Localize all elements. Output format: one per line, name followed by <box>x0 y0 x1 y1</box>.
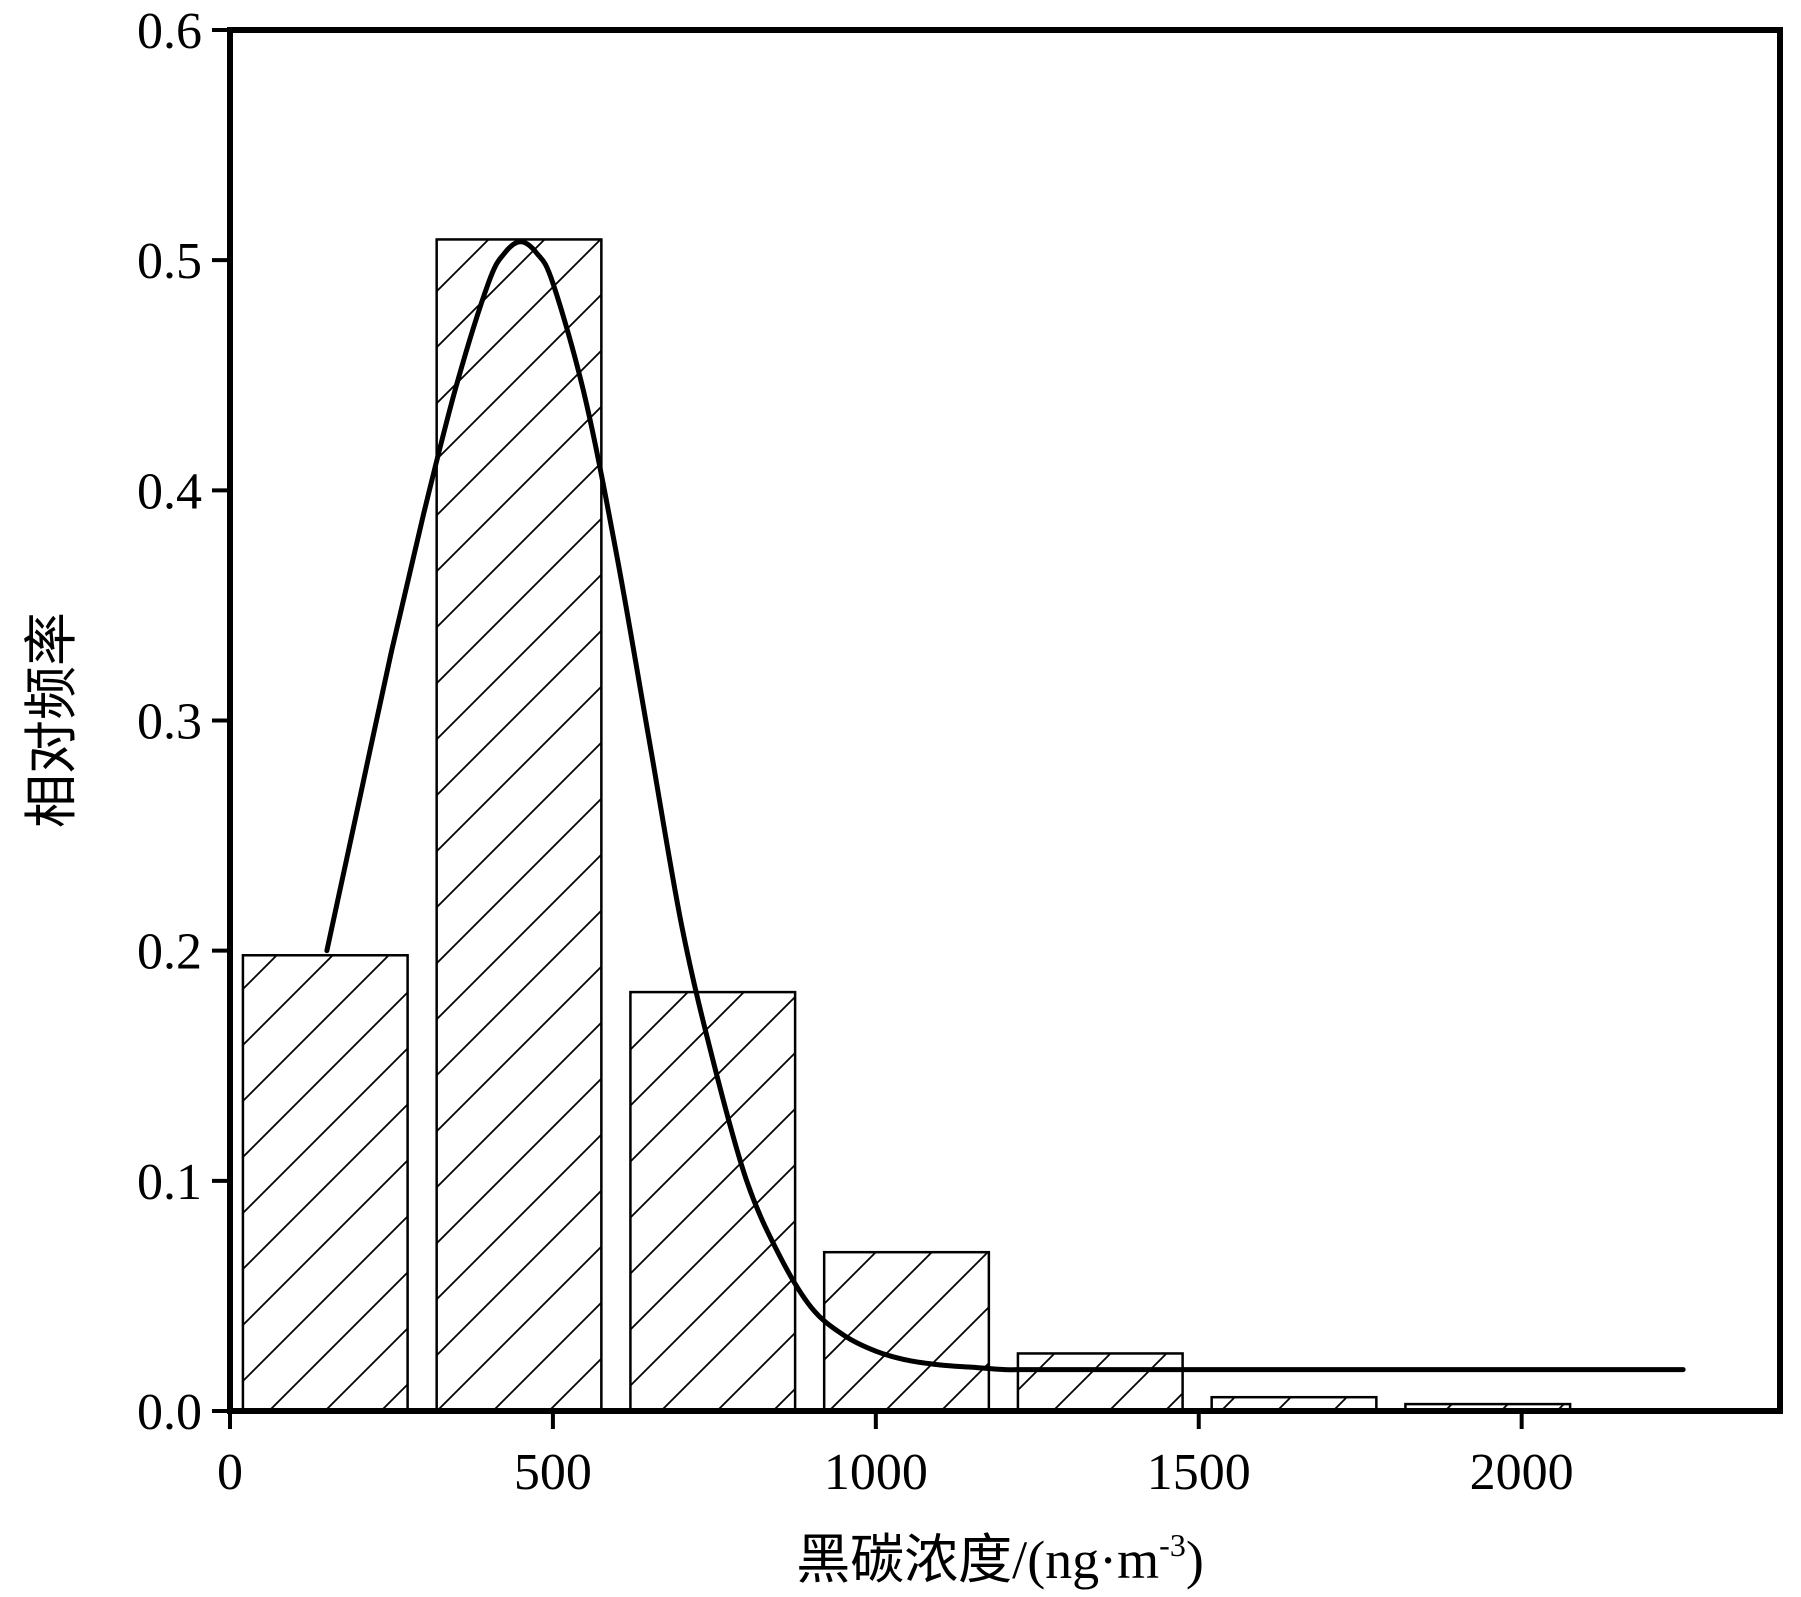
histogram-bar <box>1016 1352 1184 1413</box>
x-tick-label: 500 <box>514 1444 592 1501</box>
fit-curve-layer <box>324 239 1686 1373</box>
x-axis-title-main: 黑碳浓度/(ng·m <box>796 1530 1159 1590</box>
fit-curve <box>324 239 1686 1373</box>
histogram-bar <box>241 954 409 1413</box>
ticks-layer: 0.0 0.1 0.2 0.3 0.4 0.5 0.6 0 500 1000 1500 2000 <box>137 3 1574 1501</box>
histogram-bar <box>435 238 603 1413</box>
y-axis-title: 相对频率 <box>22 612 82 828</box>
histogram-bar <box>822 1250 991 1413</box>
y-tick-label: 0.6 <box>137 3 202 60</box>
x-axis-title-close: ) <box>1186 1530 1204 1590</box>
x-tick-label: 1000 <box>824 1444 928 1501</box>
bars-layer <box>241 238 1572 1413</box>
y-tick-label: 0.3 <box>137 694 202 751</box>
x-axis-title-superscript: -3 <box>1159 1527 1186 1563</box>
y-tick-label: 0.2 <box>137 924 202 981</box>
y-tick-label: 0.5 <box>137 233 202 290</box>
x-axis-title: 黑碳浓度/(ng·m-3) <box>796 1527 1204 1590</box>
y-tick-label: 0.1 <box>137 1154 202 1211</box>
x-tick-label: 0 <box>217 1444 243 1501</box>
y-tick-label: 0.0 <box>137 1384 202 1441</box>
x-tick-label: 2000 <box>1470 1444 1574 1501</box>
y-tick-label: 0.4 <box>137 463 202 520</box>
x-tick-label: 1500 <box>1147 1444 1251 1501</box>
